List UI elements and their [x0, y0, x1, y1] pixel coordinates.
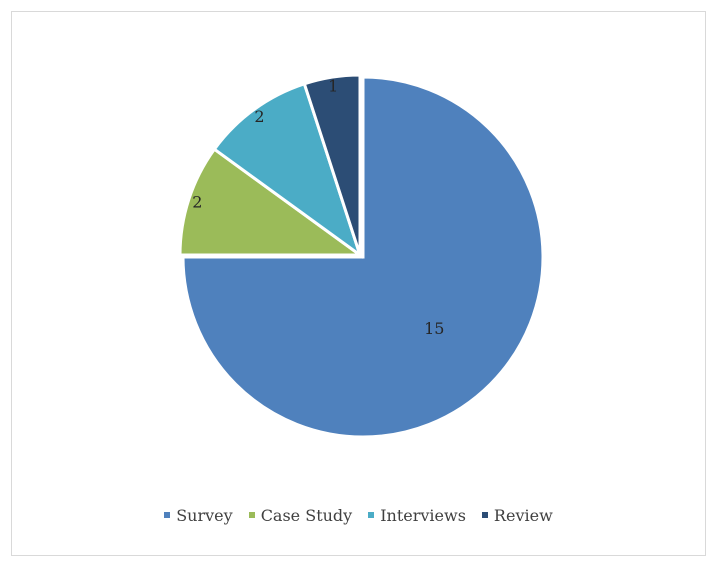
legend-swatch: [481, 512, 488, 518]
data-label-case-study: 2: [192, 193, 202, 212]
pie-slice-survey: [181, 75, 545, 439]
legend-label: Interviews: [380, 505, 466, 525]
legend-label: Review: [493, 505, 553, 525]
pie-slice-review: [302, 73, 362, 256]
pie-slice-interviews: [212, 81, 363, 259]
chart-legend: Survey Case Study Interviews Review: [0, 502, 717, 528]
legend-swatch: [164, 512, 171, 518]
data-label-interviews: 2: [254, 107, 264, 126]
pie-slice-case-study: [178, 147, 365, 257]
legend-swatch: [368, 512, 375, 518]
legend-item-interviews: Interviews: [368, 506, 466, 525]
data-label-survey: 15: [424, 319, 444, 338]
legend-item-survey: Survey: [164, 505, 233, 525]
legend-swatch: [248, 512, 255, 518]
data-label-review: 1: [328, 77, 338, 96]
legend-label: Survey: [176, 505, 233, 525]
legend-label: Case Study: [260, 505, 353, 525]
legend-item-review: Review: [481, 505, 553, 525]
legend-item-case-study: Case Study: [248, 505, 353, 525]
